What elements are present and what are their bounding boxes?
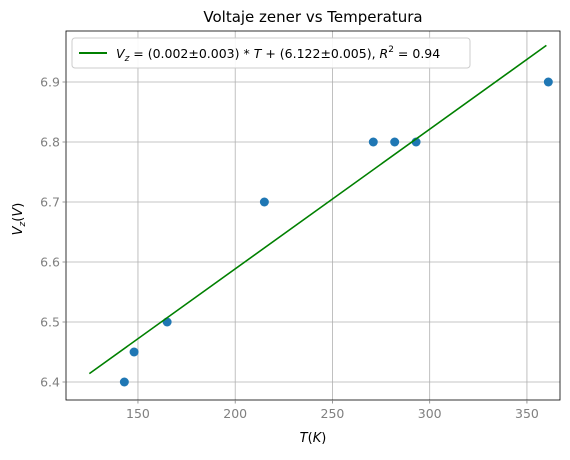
x-tick-label: 150 <box>126 406 150 421</box>
legend-r-exponent: 2 <box>388 45 394 55</box>
data-point <box>129 347 139 357</box>
x-axis-unit-k: K <box>313 431 323 446</box>
x-axis-symbol: T <box>300 431 309 446</box>
legend-r-value: = 0.94 <box>394 46 440 61</box>
plot-frame <box>65 30 561 401</box>
grid-layer <box>66 31 560 400</box>
x-axis-unit-close: ) <box>321 431 326 446</box>
y-axis-unit: ( <box>11 217 26 222</box>
data-point <box>162 317 172 327</box>
x-tick-label: 250 <box>321 406 345 421</box>
legend-r-symbol: R <box>380 46 389 61</box>
data-point <box>119 377 129 387</box>
marks-layer <box>88 44 553 387</box>
legend-vz-subscript: z <box>124 54 130 64</box>
y-axis-subscript: z <box>18 221 28 227</box>
ticks-layer: 150 200 250 300 350 6.4 6.5 6.6 6.7 6.8 6.9 <box>40 75 539 422</box>
y-tick-label: 6.8 <box>40 135 60 150</box>
x-tick-label: 200 <box>223 406 247 421</box>
y-tick-label: 6.5 <box>40 315 60 330</box>
chart-title: Voltaje zener vs Temperatura <box>203 8 422 26</box>
y-tick-label: 6.4 <box>40 375 60 390</box>
legend-t-symbol: T <box>254 46 263 61</box>
y-tick-label: 6.9 <box>40 75 60 90</box>
y-tick-label: 6.6 <box>40 255 60 270</box>
x-axis-label: T(K) <box>300 431 327 446</box>
legend-fit-equation: Vz = (0.002±0.003) * T + (6.122±0.005), … <box>116 45 440 64</box>
data-point <box>390 137 400 147</box>
legend-vz-symbol: V <box>116 46 126 61</box>
y-axis-label: Vz(V) <box>11 203 28 236</box>
data-point <box>259 197 269 207</box>
x-tick-label: 300 <box>418 406 442 421</box>
data-point <box>368 137 378 147</box>
axes-layer <box>65 30 561 401</box>
legend-equation-intercept: + (6.122±0.005), <box>261 46 379 61</box>
x-tick-label: 350 <box>515 406 539 421</box>
legend-equation-body: = (0.002±0.003) * <box>129 46 253 61</box>
y-axis-unit-close: ) <box>11 203 26 208</box>
fit-line <box>88 44 547 375</box>
x-axis-unit: ( <box>308 431 313 446</box>
y-tick-label: 6.7 <box>40 195 60 210</box>
y-axis-symbol: V <box>11 225 26 235</box>
legend-box <box>71 37 471 69</box>
data-point <box>543 77 553 87</box>
y-axis-unit-v: V <box>11 207 26 217</box>
legend: Vz = (0.002±0.003) * T + (6.122±0.005), … <box>71 37 471 69</box>
